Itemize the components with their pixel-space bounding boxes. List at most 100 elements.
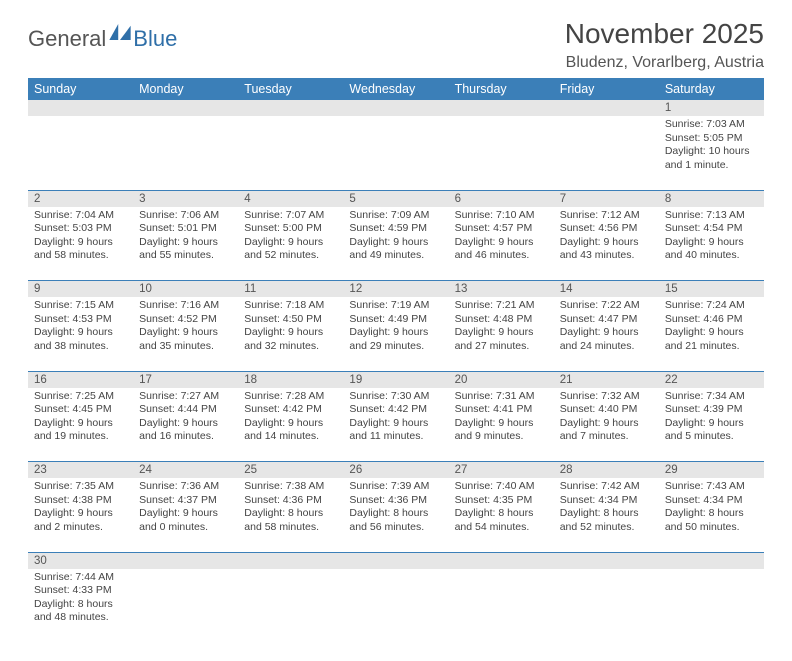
day-cell: Sunrise: 7:18 AMSunset: 4:50 PMDaylight:… <box>238 297 343 371</box>
day-number: 21 <box>554 371 659 388</box>
sunrise-text: Sunrise: 7:28 AM <box>244 390 337 404</box>
day2-text: and 43 minutes. <box>560 249 653 263</box>
day-cell <box>238 569 343 643</box>
sunset-text: Sunset: 4:59 PM <box>349 222 442 236</box>
day1-text: Daylight: 9 hours <box>244 236 337 250</box>
day2-text: and 11 minutes. <box>349 430 442 444</box>
day-number <box>449 100 554 116</box>
day-number: 25 <box>238 462 343 479</box>
day2-text: and 14 minutes. <box>244 430 337 444</box>
sunrise-text: Sunrise: 7:03 AM <box>665 118 758 132</box>
day1-text: Daylight: 9 hours <box>34 507 127 521</box>
day-cell: Sunrise: 7:15 AMSunset: 4:53 PMDaylight:… <box>28 297 133 371</box>
day-number <box>238 100 343 116</box>
sunrise-text: Sunrise: 7:36 AM <box>139 480 232 494</box>
day-content: Sunrise: 7:36 AMSunset: 4:37 PMDaylight:… <box>133 478 238 539</box>
day-cell: Sunrise: 7:36 AMSunset: 4:37 PMDaylight:… <box>133 478 238 552</box>
logo-text-2: Blue <box>133 26 177 52</box>
sunset-text: Sunset: 4:42 PM <box>349 403 442 417</box>
sunset-text: Sunset: 5:05 PM <box>665 132 758 146</box>
day1-text: Daylight: 9 hours <box>665 326 758 340</box>
sunset-text: Sunset: 5:01 PM <box>139 222 232 236</box>
sunset-text: Sunset: 4:38 PM <box>34 494 127 508</box>
day-content: Sunrise: 7:12 AMSunset: 4:56 PMDaylight:… <box>554 207 659 268</box>
day-cell: Sunrise: 7:03 AMSunset: 5:05 PMDaylight:… <box>659 116 764 190</box>
day-cell: Sunrise: 7:24 AMSunset: 4:46 PMDaylight:… <box>659 297 764 371</box>
sunrise-text: Sunrise: 7:16 AM <box>139 299 232 313</box>
day-cell: Sunrise: 7:38 AMSunset: 4:36 PMDaylight:… <box>238 478 343 552</box>
day-cell <box>133 569 238 643</box>
day-cell: Sunrise: 7:31 AMSunset: 4:41 PMDaylight:… <box>449 388 554 462</box>
day-cell: Sunrise: 7:16 AMSunset: 4:52 PMDaylight:… <box>133 297 238 371</box>
day2-text: and 2 minutes. <box>34 521 127 535</box>
day-cell: Sunrise: 7:09 AMSunset: 4:59 PMDaylight:… <box>343 207 448 281</box>
logo-sail-icon <box>109 24 131 40</box>
sunrise-text: Sunrise: 7:43 AM <box>665 480 758 494</box>
day-content: Sunrise: 7:21 AMSunset: 4:48 PMDaylight:… <box>449 297 554 358</box>
sunset-text: Sunset: 4:35 PM <box>455 494 548 508</box>
day2-text: and 19 minutes. <box>34 430 127 444</box>
sunrise-text: Sunrise: 7:07 AM <box>244 209 337 223</box>
day-number <box>449 552 554 569</box>
sunrise-text: Sunrise: 7:39 AM <box>349 480 442 494</box>
day2-text: and 5 minutes. <box>665 430 758 444</box>
sunrise-text: Sunrise: 7:32 AM <box>560 390 653 404</box>
sunset-text: Sunset: 4:46 PM <box>665 313 758 327</box>
day2-text: and 56 minutes. <box>349 521 442 535</box>
day-number: 17 <box>133 371 238 388</box>
day-number <box>554 100 659 116</box>
day1-text: Daylight: 9 hours <box>455 417 548 431</box>
weekday-header: Monday <box>133 78 238 100</box>
weekday-header: Tuesday <box>238 78 343 100</box>
day-number: 10 <box>133 281 238 298</box>
sunset-text: Sunset: 4:42 PM <box>244 403 337 417</box>
day-cell <box>554 569 659 643</box>
day2-text: and 27 minutes. <box>455 340 548 354</box>
day-content: Sunrise: 7:34 AMSunset: 4:39 PMDaylight:… <box>659 388 764 449</box>
day-cell: Sunrise: 7:19 AMSunset: 4:49 PMDaylight:… <box>343 297 448 371</box>
day2-text: and 55 minutes. <box>139 249 232 263</box>
day-number: 5 <box>343 190 448 207</box>
day-number: 26 <box>343 462 448 479</box>
sunrise-text: Sunrise: 7:40 AM <box>455 480 548 494</box>
sunset-text: Sunset: 4:48 PM <box>455 313 548 327</box>
day2-text: and 46 minutes. <box>455 249 548 263</box>
calendar-table: Sunday Monday Tuesday Wednesday Thursday… <box>28 78 764 643</box>
day1-text: Daylight: 8 hours <box>244 507 337 521</box>
day-number: 15 <box>659 281 764 298</box>
day1-text: Daylight: 9 hours <box>244 417 337 431</box>
sunrise-text: Sunrise: 7:09 AM <box>349 209 442 223</box>
day1-text: Daylight: 9 hours <box>34 236 127 250</box>
day-cell: Sunrise: 7:44 AMSunset: 4:33 PMDaylight:… <box>28 569 133 643</box>
title-block: November 2025 Bludenz, Vorarlberg, Austr… <box>565 18 764 72</box>
calendar-body: 1Sunrise: 7:03 AMSunset: 5:05 PMDaylight… <box>28 100 764 643</box>
day-cell: Sunrise: 7:22 AMSunset: 4:47 PMDaylight:… <box>554 297 659 371</box>
day1-text: Daylight: 9 hours <box>560 326 653 340</box>
sunset-text: Sunset: 4:41 PM <box>455 403 548 417</box>
day-number: 1 <box>659 100 764 116</box>
day-cell: Sunrise: 7:43 AMSunset: 4:34 PMDaylight:… <box>659 478 764 552</box>
day-content: Sunrise: 7:16 AMSunset: 4:52 PMDaylight:… <box>133 297 238 358</box>
sunset-text: Sunset: 4:49 PM <box>349 313 442 327</box>
day2-text: and 50 minutes. <box>665 521 758 535</box>
day-content: Sunrise: 7:32 AMSunset: 4:40 PMDaylight:… <box>554 388 659 449</box>
day1-text: Daylight: 9 hours <box>34 326 127 340</box>
day-content: Sunrise: 7:03 AMSunset: 5:05 PMDaylight:… <box>659 116 764 177</box>
day-number: 4 <box>238 190 343 207</box>
sunset-text: Sunset: 4:56 PM <box>560 222 653 236</box>
day2-text: and 54 minutes. <box>455 521 548 535</box>
day-cell <box>343 116 448 190</box>
day1-text: Daylight: 9 hours <box>139 326 232 340</box>
day-cell <box>238 116 343 190</box>
day1-text: Daylight: 9 hours <box>455 326 548 340</box>
day1-text: Daylight: 10 hours <box>665 145 758 159</box>
day2-text: and 58 minutes. <box>34 249 127 263</box>
day-number: 9 <box>28 281 133 298</box>
sunrise-text: Sunrise: 7:44 AM <box>34 571 127 585</box>
sunrise-text: Sunrise: 7:21 AM <box>455 299 548 313</box>
day-cell: Sunrise: 7:32 AMSunset: 4:40 PMDaylight:… <box>554 388 659 462</box>
day2-text: and 35 minutes. <box>139 340 232 354</box>
day-number: 28 <box>554 462 659 479</box>
day-content: Sunrise: 7:38 AMSunset: 4:36 PMDaylight:… <box>238 478 343 539</box>
sunrise-text: Sunrise: 7:34 AM <box>665 390 758 404</box>
